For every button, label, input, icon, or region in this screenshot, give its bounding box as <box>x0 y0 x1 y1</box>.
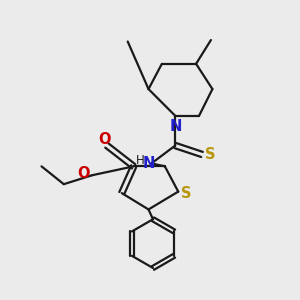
Text: N: N <box>143 156 155 171</box>
Text: S: S <box>181 186 192 201</box>
Text: O: O <box>98 131 111 146</box>
Text: S: S <box>205 147 216 162</box>
Text: N: N <box>170 119 182 134</box>
Text: H: H <box>136 154 145 167</box>
Text: O: O <box>77 166 90 181</box>
